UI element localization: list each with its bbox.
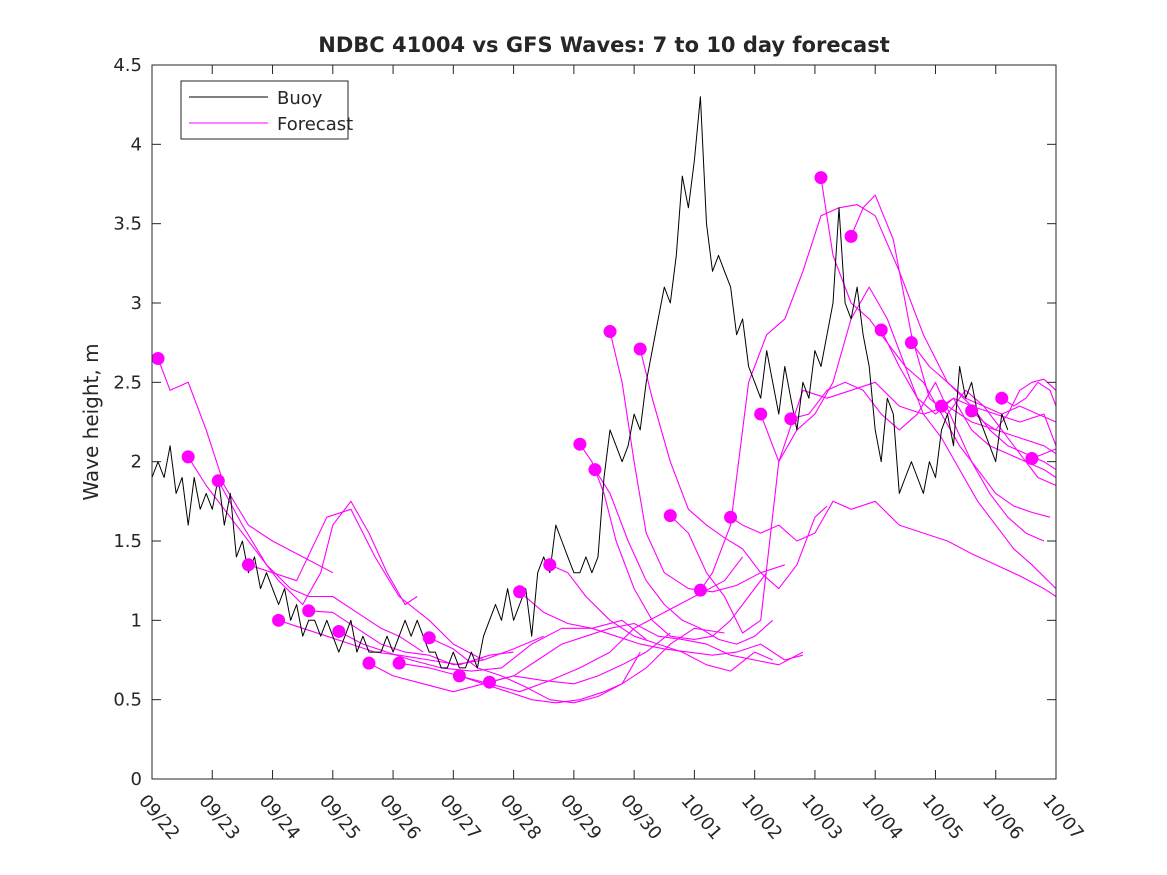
forecast-start-point <box>543 558 557 572</box>
y-axis-label: Wave height, m <box>79 343 103 500</box>
forecast-start-point <box>693 583 707 597</box>
chart-title: NDBC 41004 vs GFS Waves: 7 to 10 day for… <box>318 33 889 57</box>
forecast-start-point <box>934 399 948 413</box>
forecast-series-line <box>519 591 804 661</box>
forecast-start-point <box>995 391 1009 405</box>
legend-forecast-label: Forecast <box>277 114 353 135</box>
forecast-start-point <box>452 669 466 683</box>
forecast-start-point <box>588 463 602 477</box>
legend-box <box>180 80 349 140</box>
forecast-start-point <box>422 631 436 645</box>
y-tick-label: 0.5 <box>113 690 142 711</box>
forecast-start-point <box>904 336 918 350</box>
forecast-start-point <box>392 656 406 670</box>
y-tick-label: 0 <box>131 769 142 790</box>
forecast-series-line <box>217 480 424 653</box>
forecast-start-point <box>241 558 255 572</box>
y-tick-label: 3 <box>131 293 142 314</box>
forecast-series-line <box>157 358 334 574</box>
forecast-start-point <box>482 675 496 689</box>
buoy-series-line <box>151 96 1009 669</box>
forecast-start-point <box>874 323 888 337</box>
y-tick-label: 4.5 <box>113 55 142 76</box>
y-axis-ticks: 0 0.5 1 1.5 2 2.5 3 3.5 4 4.5 <box>113 55 1056 790</box>
forecast-start-point <box>362 656 376 670</box>
forecast-series-line <box>368 632 671 693</box>
y-tick-label: 2 <box>131 452 142 473</box>
forecast-series-line <box>1001 381 1057 407</box>
forecast-series-line <box>639 348 828 590</box>
forecast-start-point <box>844 229 858 243</box>
forecast-series-line <box>308 610 544 666</box>
forecast-start-point <box>784 412 798 426</box>
forecast-start-point <box>1025 451 1039 465</box>
forecast-start-point <box>965 404 979 418</box>
y-tick-label: 3.5 <box>113 214 142 235</box>
forecast-series-line <box>820 177 1051 518</box>
forecast-series-line <box>594 469 774 645</box>
forecast-series-line <box>579 443 768 640</box>
axes-box <box>151 64 1057 780</box>
y-tick-label: 4 <box>131 134 142 155</box>
forecast-series-line <box>790 381 1045 542</box>
forecast-series-line <box>910 342 1057 423</box>
forecast-start-point <box>724 510 738 524</box>
forecast-start-point <box>302 604 316 618</box>
forecast-start-point <box>633 342 647 356</box>
forecast-series-line <box>489 622 804 683</box>
y-tick-label: 2.5 <box>113 372 142 393</box>
forecast-start-point <box>181 450 195 464</box>
forecast-start-markers <box>151 171 1039 689</box>
plot-area <box>152 65 1056 779</box>
forecast-series-line <box>730 500 1057 597</box>
forecast-series-line <box>338 619 647 672</box>
forecast-series-line <box>187 456 418 606</box>
forecast-series-line <box>609 331 785 593</box>
forecast-series-line <box>248 508 484 661</box>
legend-buoy-label: Buoy <box>277 88 323 109</box>
forecast-start-point <box>603 325 617 339</box>
forecast-start-point <box>272 613 286 627</box>
forecast-series-line <box>549 564 773 672</box>
forecast-start-point <box>754 407 768 421</box>
forecast-start-point <box>151 352 165 366</box>
y-tick-label: 1.5 <box>113 531 142 552</box>
y-tick-label: 1 <box>131 610 142 631</box>
forecast-start-point <box>332 624 346 638</box>
forecast-start-point <box>814 171 828 185</box>
legend: Buoy Forecast <box>180 80 353 140</box>
forecast-series-line <box>971 378 1057 431</box>
forecast-start-point <box>573 437 587 451</box>
forecast-series-line <box>699 204 1057 591</box>
forecast-start-point <box>663 509 677 523</box>
forecast-start-point <box>211 474 225 488</box>
forecast-start-point <box>513 585 527 599</box>
